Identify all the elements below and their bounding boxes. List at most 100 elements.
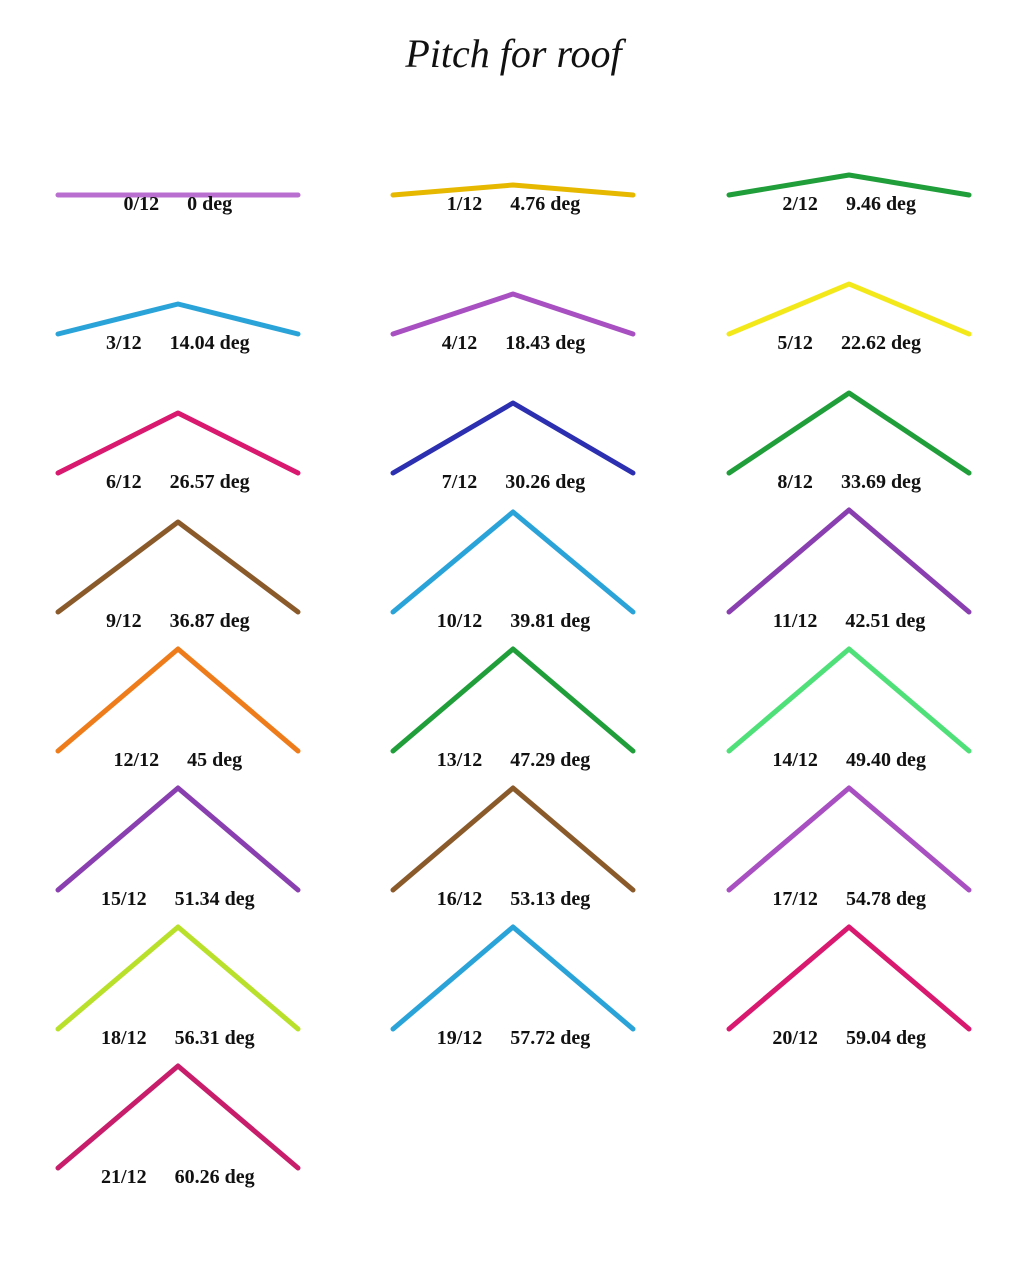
pitch-cell: 9/12 36.87 deg <box>30 504 326 633</box>
pitch-ratio: 15/12 <box>101 888 147 911</box>
pitch-degrees: 9.46 deg <box>846 193 916 216</box>
pitch-degrees: 30.26 deg <box>505 471 585 494</box>
pitch-labels: 13/12 47.29 deg <box>437 749 591 772</box>
pitch-degrees: 54.78 deg <box>846 888 926 911</box>
pitch-ratio: 2/12 <box>782 193 818 216</box>
pitch-ratio: 17/12 <box>772 888 818 911</box>
pitch-cell: 16/12 53.13 deg <box>366 782 662 911</box>
pitch-labels: 16/12 53.13 deg <box>437 888 591 911</box>
pitch-labels: 12/12 45 deg <box>114 749 243 772</box>
pitch-labels: 15/12 51.34 deg <box>101 888 255 911</box>
pitch-cell: 1/12 4.76 deg <box>366 87 662 216</box>
roof-icon <box>48 921 308 1041</box>
pitch-labels: 21/12 60.26 deg <box>101 1166 255 1189</box>
pitch-degrees: 14.04 deg <box>170 332 250 355</box>
roof-icon <box>48 365 308 485</box>
roof-icon <box>719 504 979 624</box>
pitch-ratio: 13/12 <box>437 749 483 772</box>
pitch-cell: 2/12 9.46 deg <box>701 87 997 216</box>
pitch-degrees: 45 deg <box>187 749 242 772</box>
pitch-ratio: 20/12 <box>772 1027 818 1050</box>
pitch-degrees: 22.62 deg <box>841 332 921 355</box>
pitch-labels: 8/12 33.69 deg <box>777 471 921 494</box>
pitch-labels: 9/12 36.87 deg <box>106 610 250 633</box>
roof-icon <box>719 226 979 346</box>
pitch-cell: 6/12 26.57 deg <box>30 365 326 494</box>
pitch-cell: 5/12 22.62 deg <box>701 226 997 355</box>
pitch-degrees: 49.40 deg <box>846 749 926 772</box>
pitch-ratio: 3/12 <box>106 332 142 355</box>
pitch-labels: 0/12 0 deg <box>124 193 233 216</box>
pitch-labels: 3/12 14.04 deg <box>106 332 250 355</box>
roof-icon <box>719 643 979 763</box>
pitch-labels: 2/12 9.46 deg <box>782 193 916 216</box>
roof-icon <box>48 643 308 763</box>
pitch-degrees: 51.34 deg <box>175 888 255 911</box>
pitch-ratio: 9/12 <box>106 610 142 633</box>
pitch-labels: 14/12 49.40 deg <box>772 749 926 772</box>
roof-icon <box>48 87 308 207</box>
pitch-degrees: 33.69 deg <box>841 471 921 494</box>
pitch-ratio: 5/12 <box>777 332 813 355</box>
pitch-labels: 5/12 22.62 deg <box>777 332 921 355</box>
roof-icon <box>383 643 643 763</box>
pitch-cell: 13/12 47.29 deg <box>366 643 662 772</box>
pitch-degrees: 53.13 deg <box>510 888 590 911</box>
pitch-degrees: 59.04 deg <box>846 1027 926 1050</box>
roof-icon <box>719 87 979 207</box>
pitch-labels: 11/12 42.51 deg <box>773 610 925 633</box>
pitch-cell: 18/12 56.31 deg <box>30 921 326 1050</box>
pitch-ratio: 4/12 <box>442 332 478 355</box>
pitch-ratio: 6/12 <box>106 471 142 494</box>
pitch-cell: 11/12 42.51 deg <box>701 504 997 633</box>
roof-icon <box>719 921 979 1041</box>
pitch-degrees: 39.81 deg <box>510 610 590 633</box>
pitch-cell: 17/12 54.78 deg <box>701 782 997 911</box>
pitch-labels: 18/12 56.31 deg <box>101 1027 255 1050</box>
pitch-cell: 10/12 39.81 deg <box>366 504 662 633</box>
pitch-cell: 0/12 0 deg <box>30 87 326 216</box>
pitch-cell: 3/12 14.04 deg <box>30 226 326 355</box>
pitch-ratio: 0/12 <box>124 193 160 216</box>
pitch-degrees: 18.43 deg <box>505 332 585 355</box>
pitch-degrees: 26.57 deg <box>170 471 250 494</box>
pitch-ratio: 11/12 <box>773 610 817 633</box>
roof-icon <box>48 1060 308 1180</box>
roof-icon <box>383 504 643 624</box>
page-title: Pitch for roof <box>20 30 1007 77</box>
pitch-cell: 20/12 59.04 deg <box>701 921 997 1050</box>
pitch-degrees: 4.76 deg <box>510 193 580 216</box>
pitch-ratio: 16/12 <box>437 888 483 911</box>
roof-icon <box>383 87 643 207</box>
roof-icon <box>383 365 643 485</box>
roof-icon <box>719 782 979 902</box>
pitch-cell: 19/12 57.72 deg <box>366 921 662 1050</box>
pitch-ratio: 10/12 <box>437 610 483 633</box>
pitch-ratio: 19/12 <box>437 1027 483 1050</box>
pitch-degrees: 36.87 deg <box>170 610 250 633</box>
pitch-labels: 6/12 26.57 deg <box>106 471 250 494</box>
page: Pitch for roof 0/12 0 deg 1/12 4.76 deg … <box>0 0 1027 1249</box>
pitch-labels: 10/12 39.81 deg <box>437 610 591 633</box>
pitch-labels: 17/12 54.78 deg <box>772 888 926 911</box>
pitch-ratio: 8/12 <box>777 471 813 494</box>
roof-icon <box>719 365 979 485</box>
pitch-degrees: 57.72 deg <box>510 1027 590 1050</box>
roof-icon <box>48 226 308 346</box>
pitch-cell: 15/12 51.34 deg <box>30 782 326 911</box>
roof-icon <box>383 782 643 902</box>
pitch-degrees: 42.51 deg <box>845 610 925 633</box>
pitch-ratio: 7/12 <box>442 471 478 494</box>
pitch-cell: 21/12 60.26 deg <box>30 1060 326 1189</box>
pitch-ratio: 18/12 <box>101 1027 147 1050</box>
pitch-grid: 0/12 0 deg 1/12 4.76 deg 2/12 9.46 deg 3… <box>20 87 1007 1189</box>
pitch-cell: 12/12 45 deg <box>30 643 326 772</box>
pitch-ratio: 12/12 <box>114 749 160 772</box>
pitch-cell: 8/12 33.69 deg <box>701 365 997 494</box>
pitch-degrees: 47.29 deg <box>510 749 590 772</box>
pitch-cell: 14/12 49.40 deg <box>701 643 997 772</box>
pitch-ratio: 14/12 <box>772 749 818 772</box>
pitch-degrees: 56.31 deg <box>175 1027 255 1050</box>
pitch-cell: 4/12 18.43 deg <box>366 226 662 355</box>
pitch-labels: 7/12 30.26 deg <box>442 471 586 494</box>
